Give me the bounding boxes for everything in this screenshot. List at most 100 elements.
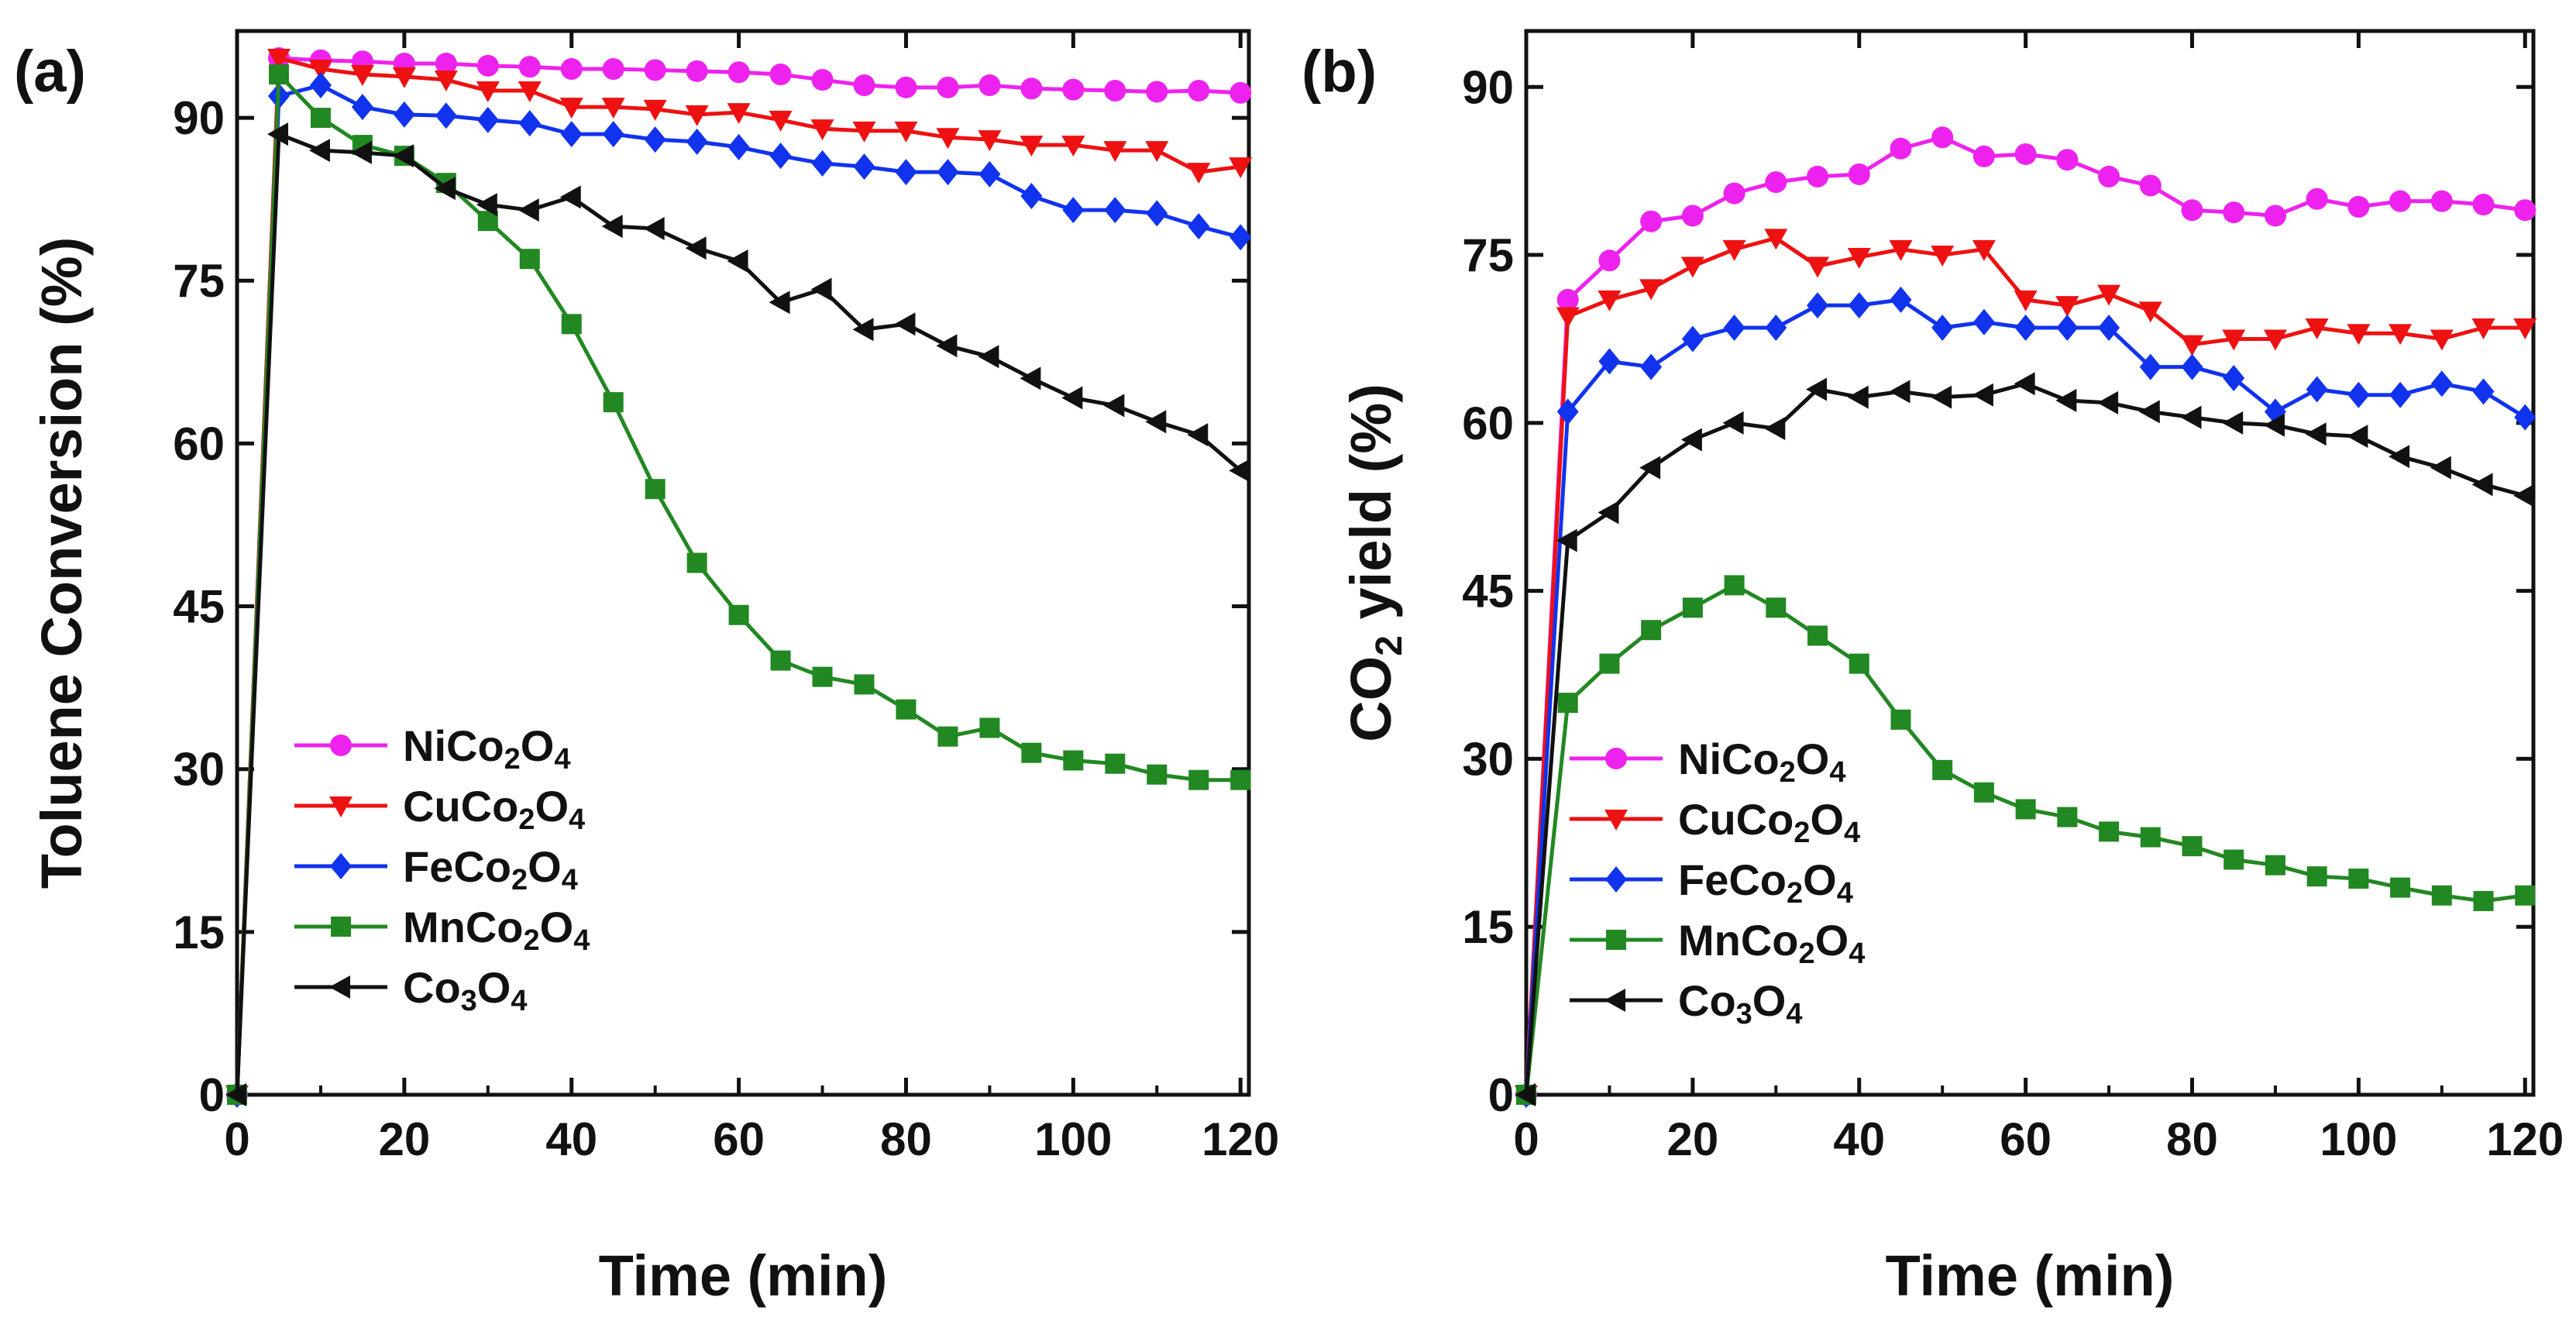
legend-label-sub2: 4 — [1837, 877, 1853, 910]
data-point-NiCo2O4 — [2472, 194, 2495, 216]
data-point-FeCo2O4 — [1681, 325, 1704, 353]
data-point-MnCo2O4 — [2223, 849, 2244, 870]
data-point-Co3O4 — [2263, 413, 2285, 437]
data-point-FeCo2O4 — [2430, 370, 2453, 397]
data-point-NiCo2O4 — [1807, 165, 1829, 187]
legend-label-mid: O — [540, 903, 574, 951]
data-point-Co3O4 — [225, 1083, 246, 1106]
data-point-CuCo2O4 — [2471, 318, 2495, 339]
data-point-CuCo2O4 — [518, 81, 542, 103]
x-tick-label: 0 — [224, 1113, 249, 1165]
legend-label: MnCo2O4 — [1678, 916, 1865, 970]
plot-frame — [235, 29, 1251, 1097]
x-tick-label: 120 — [1202, 1113, 1279, 1165]
data-point-FeCo2O4 — [1020, 182, 1043, 209]
data-point-Co3O4 — [350, 140, 372, 164]
data-point-FeCo2O4 — [1890, 286, 1912, 313]
data-point-Co3O4 — [2014, 372, 2035, 396]
data-point-FeCo2O4 — [895, 159, 917, 186]
data-point-Co3O4 — [2305, 422, 2327, 446]
legend-label-main: CuCo — [1678, 795, 1794, 844]
data-point-Co3O4 — [1229, 459, 1250, 483]
data-point-NiCo2O4 — [1681, 205, 1704, 227]
legend-label-sub2: 4 — [1844, 817, 1860, 849]
legend-item-Co3O4: Co3O4 — [294, 963, 528, 1017]
legend-label: CuCo2O4 — [403, 782, 585, 836]
x-tick-label: 60 — [2000, 1113, 2052, 1165]
data-point-MnCo2O4 — [2348, 869, 2369, 889]
legend-label-main: NiCo — [1678, 734, 1780, 783]
data-point-FeCo2O4 — [1807, 292, 1829, 319]
data-point-CuCo2O4 — [643, 99, 667, 121]
data-point-NiCo2O4 — [518, 56, 541, 78]
data-point-Co3O4 — [1187, 423, 1209, 447]
data-point-Co3O4 — [685, 236, 707, 260]
data-point-Co3O4 — [434, 177, 456, 201]
data-point-MnCo2O4 — [854, 674, 875, 695]
data-point-CuCo2O4 — [2138, 301, 2162, 323]
data-point-FeCo2O4 — [2098, 314, 2120, 341]
x-tick-label: 80 — [2166, 1113, 2218, 1165]
data-point-NiCo2O4 — [1848, 163, 1870, 185]
data-point-FeCo2O4 — [978, 160, 1001, 187]
data-point-NiCo2O4 — [1062, 78, 1085, 101]
data-point-NiCo2O4 — [978, 74, 1001, 97]
panel-label: (a) — [14, 39, 86, 105]
legend-label-mid: O — [1752, 976, 1787, 1025]
legend-label-mid: O — [1796, 734, 1830, 783]
legend-label-sub1: 2 — [1799, 937, 1815, 970]
data-point-MnCo2O4 — [812, 666, 833, 687]
plot-frame — [1524, 29, 2536, 1097]
data-point-NiCo2O4 — [2223, 201, 2245, 224]
data-point-NiCo2O4 — [2306, 187, 2328, 210]
data-point-MnCo2O4 — [1230, 769, 1251, 790]
data-point-FeCo2O4 — [1062, 197, 1085, 224]
x-tick-label: 80 — [880, 1113, 932, 1165]
y-tick-label: 60 — [173, 418, 225, 470]
data-point-NiCo2O4 — [1104, 80, 1126, 102]
data-point-Co3O4 — [392, 144, 414, 168]
data-point-MnCo2O4 — [1890, 709, 1911, 730]
data-point-Co3O4 — [1889, 380, 1911, 404]
y-tick-label: 90 — [173, 92, 225, 144]
data-point-Co3O4 — [601, 215, 623, 239]
data-point-NiCo2O4 — [1556, 288, 1579, 311]
data-point-Co3O4 — [559, 185, 581, 209]
data-point-NiCo2O4 — [2056, 149, 2079, 171]
data-point-Co3O4 — [1931, 385, 1952, 409]
data-point-MnCo2O4 — [1724, 575, 1745, 596]
data-point-MnCo2O4 — [2182, 836, 2203, 857]
data-point-NiCo2O4 — [1598, 249, 1621, 272]
data-point-Co3O4 — [978, 345, 999, 369]
series-MnCo2O4 — [1516, 575, 2536, 1105]
y-tick-label: 45 — [1462, 566, 1514, 617]
data-point-CuCo2O4 — [1680, 256, 1704, 278]
series-NiCo2O4 — [1515, 126, 2536, 1106]
x-tick-label: 120 — [2486, 1113, 2564, 1165]
series-Co3O4 — [225, 122, 1250, 1106]
data-point-Co3O4 — [1556, 528, 1577, 552]
data-point-Co3O4 — [810, 277, 832, 301]
legend-label-main: MnCo — [1678, 916, 1799, 965]
x-tick-label: 20 — [1667, 1113, 1719, 1165]
data-point-Co3O4 — [2471, 473, 2493, 497]
data-point-CuCo2O4 — [434, 71, 458, 92]
data-point-FeCo2O4 — [1556, 398, 1579, 425]
legend-label-mid: O — [521, 721, 555, 770]
data-point-NiCo2O4 — [727, 61, 750, 84]
series-line-CuCo2O4 — [235, 56, 1241, 1096]
data-point-MnCo2O4 — [603, 392, 624, 413]
series-line-FeCo2O4 — [1524, 298, 2526, 1096]
data-point-MnCo2O4 — [2099, 821, 2120, 842]
data-point-FeCo2O4 — [602, 121, 624, 148]
data-point-FeCo2O4 — [2306, 376, 2328, 403]
data-point-CuCo2O4 — [2055, 296, 2079, 318]
data-point-NiCo2O4 — [1890, 137, 1912, 160]
data-point-NiCo2O4 — [1020, 77, 1043, 100]
y-axis-label: CO2 yield (%) — [1339, 384, 1410, 742]
legend-swatch-marker — [329, 796, 353, 817]
y-tick-label: 30 — [1462, 733, 1514, 785]
data-point-CuCo2O4 — [1889, 239, 1913, 261]
data-point-Co3O4 — [1847, 385, 1869, 409]
